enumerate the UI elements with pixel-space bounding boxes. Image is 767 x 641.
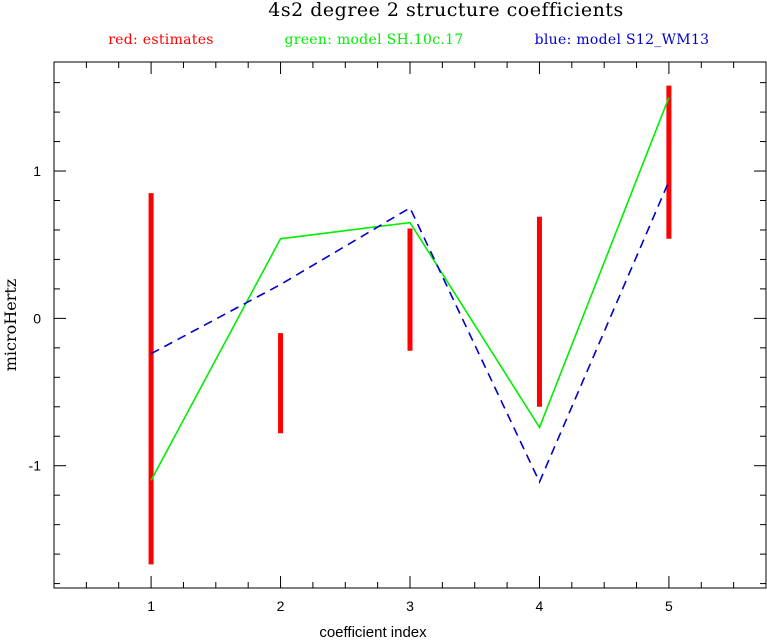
series-line [150, 97, 670, 481]
y-tick-label: 0 [33, 310, 41, 326]
x-axis-label: coefficient index [319, 624, 427, 641]
estimate-bars [148, 85, 672, 565]
x-tick-label: 3 [406, 598, 414, 614]
x-tick-label: 1 [147, 598, 155, 614]
x-tick-label: 2 [277, 598, 285, 614]
model-lines [150, 97, 670, 484]
chart-title: 4s2 degree 2 structure coefficients [268, 0, 623, 21]
legend-entry-green-model: green: model SH.10c.17 [284, 32, 463, 48]
series-line [150, 180, 670, 484]
y-tick-label: 1 [33, 163, 41, 179]
x-tick-label: 5 [665, 598, 673, 614]
legend-entry-blue-model: blue: model S12_WM13 [535, 32, 710, 48]
tick-labels: 1 2 3 4 5 -1 0 1 [29, 163, 673, 614]
y-tick-label: -1 [29, 458, 42, 474]
y-axis-label: microHertz [1, 279, 20, 371]
axis-ticks [54, 62, 766, 588]
x-tick-label: 4 [536, 598, 544, 614]
legend-entry-estimates: red: estimates [108, 32, 214, 48]
